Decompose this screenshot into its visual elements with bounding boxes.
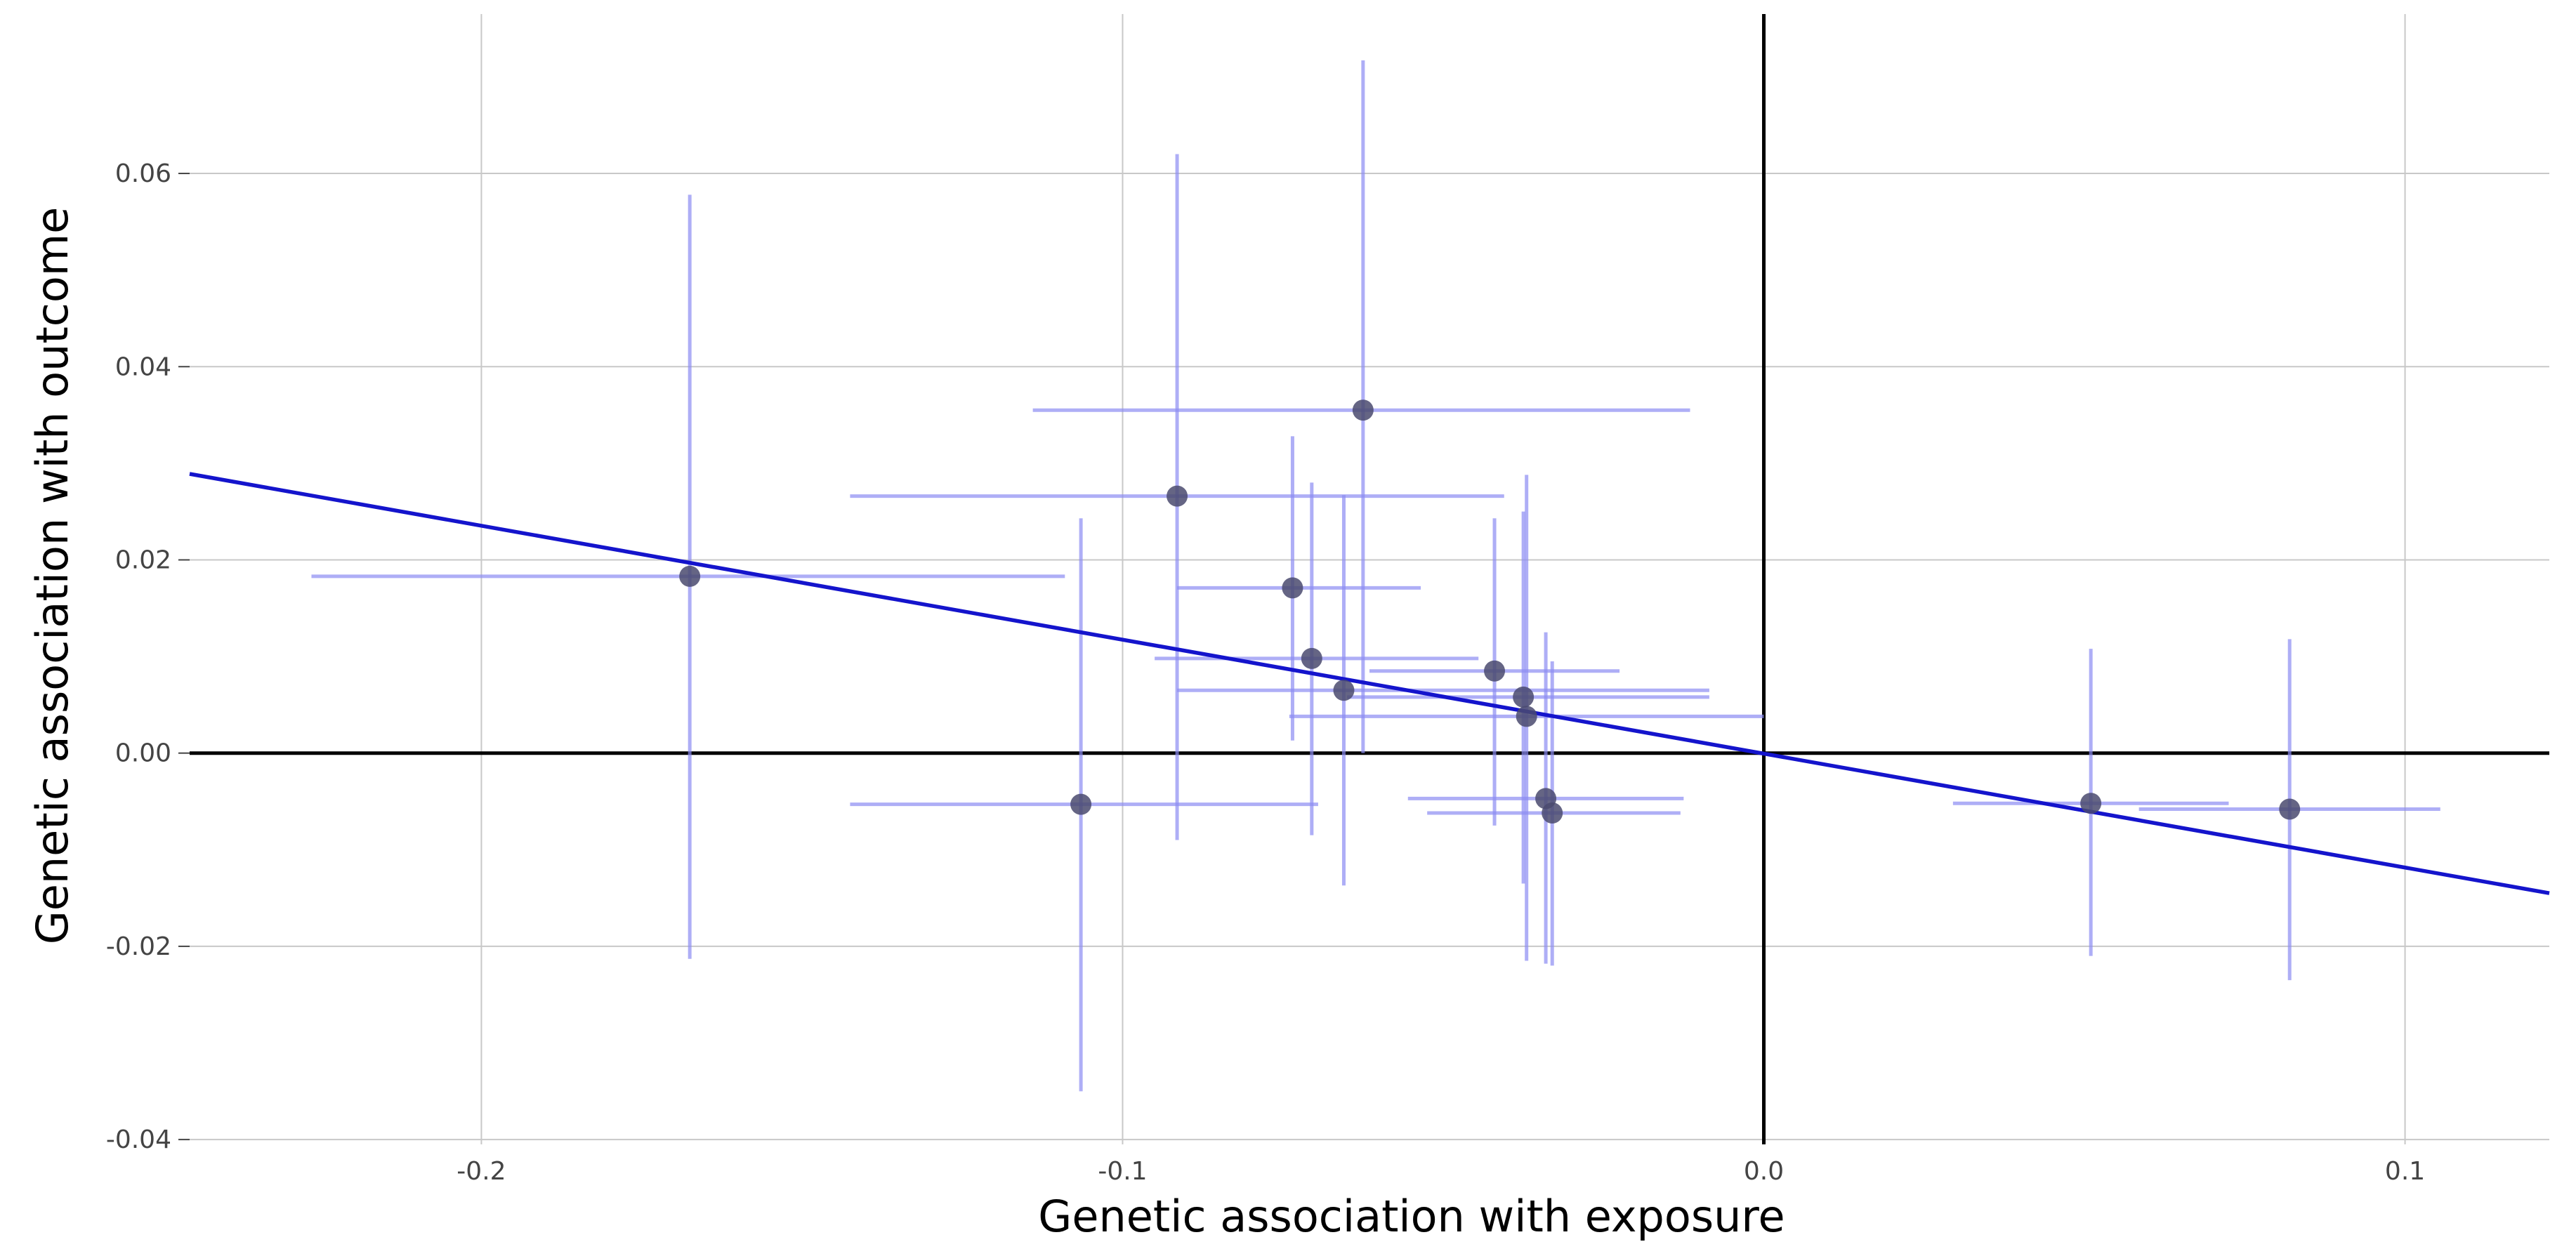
data-point xyxy=(1484,660,1506,682)
data-point xyxy=(1282,577,1303,599)
fit-line xyxy=(189,472,2550,895)
reference-lines xyxy=(190,14,2549,1144)
y-tick-label: -0.02 xyxy=(106,932,171,961)
tick-labels: -0.2 -0.1 0.0 0.1 -0.04 -0.02 0.00 0.02 0.04 0.06 xyxy=(106,159,2425,1186)
y-tick-label: -0.04 xyxy=(106,1125,171,1154)
fit-line-layer xyxy=(189,472,2550,895)
data-point xyxy=(2080,793,2102,814)
data-point xyxy=(1352,399,1374,421)
data-point xyxy=(1513,686,1535,708)
x-tick-label: 0.0 xyxy=(1744,1157,1784,1186)
data-point xyxy=(1301,647,1322,669)
data-point xyxy=(1516,706,1537,727)
x-tick-label: -0.1 xyxy=(1098,1157,1147,1186)
y-axis-title: Genetic association with outcome xyxy=(27,207,78,945)
data-points xyxy=(679,399,2301,824)
data-point xyxy=(1333,680,1355,701)
x-axis-title: Genetic association with exposure xyxy=(1038,1191,1785,1242)
x-tick-label: 0.1 xyxy=(2385,1157,2425,1186)
data-point xyxy=(2279,798,2301,820)
data-point xyxy=(1070,793,1092,815)
x-tick-label: -0.2 xyxy=(456,1157,506,1186)
error-bars xyxy=(311,60,2440,1092)
data-point xyxy=(1167,485,1188,507)
y-tick-label: 0.06 xyxy=(115,159,171,188)
data-point xyxy=(1542,802,1563,824)
y-tick-label: 0.00 xyxy=(115,739,171,768)
y-tick-label: 0.02 xyxy=(115,546,171,574)
data-point xyxy=(679,565,701,587)
y-tick-label: 0.04 xyxy=(115,352,171,381)
